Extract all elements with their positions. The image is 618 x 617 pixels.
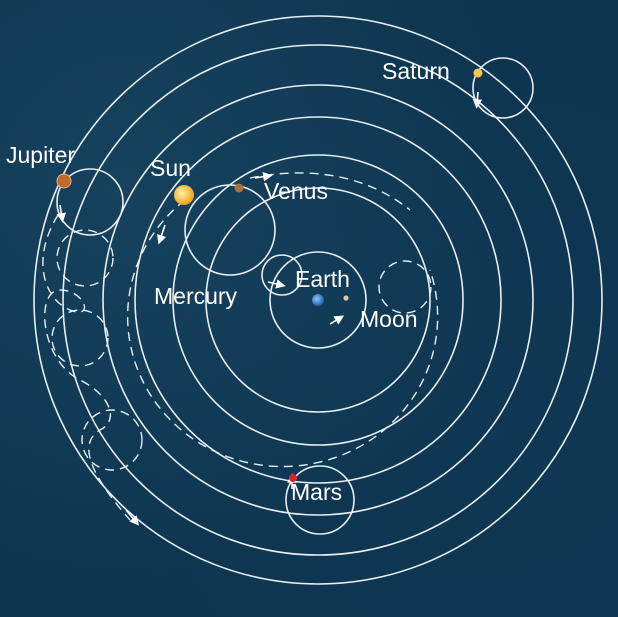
venus-arrow [254,171,273,182]
saturn-planet [473,68,483,78]
jupiter-trace-arrow [125,509,140,526]
jupiter-arrow [56,204,67,223]
saturn-label: Saturn [382,58,450,84]
sun-deferent [134,116,502,484]
mars-epicycle [285,465,355,535]
dashed-loop-paths [42,172,439,521]
earth-label: Earth [295,266,350,292]
sun-loop-arrow [156,224,167,245]
venus-label: Venus [264,178,328,204]
mars-deferent [102,84,534,516]
epicycles [56,57,534,535]
saturn-epicycle [472,57,534,119]
jupiter-retrograde-trace [42,214,131,521]
moon-dashed-epicycle [378,260,432,314]
venus-deferent [172,154,464,446]
saturn-deferent [33,15,603,585]
sun-body [174,185,194,205]
earth-body [312,294,324,306]
venus-epicycle [184,184,276,276]
body-labels: Saturn Jupiter Sun Venus Earth Mercury M… [6,58,450,505]
celestial-bodies [56,68,483,482]
jupiter-epicycle [56,168,124,236]
venus-planet [234,183,244,193]
deferent-orbits [33,15,603,585]
mercury-label: Mercury [154,283,238,309]
mars-label: Mars [291,479,342,505]
mercury-deferent [205,187,431,413]
moon-body [343,295,349,301]
sun-label: Sun [150,155,191,181]
mercury-arrow [267,279,286,289]
moon-deferent [269,251,367,349]
jupiter-dashed-epicycle-2 [51,309,109,367]
mercury-epicycle [261,254,303,296]
jupiter-label: Jupiter [6,142,75,168]
mars-planet [289,474,297,482]
moon-label: Moon [360,306,418,332]
jupiter-planet [56,173,72,189]
saturn-arrow [472,91,483,109]
jupiter-deferent [62,44,574,556]
jupiter-dashed-epicycle-1 [56,229,114,287]
jupiter-dashed-epicycle-3 [81,409,143,471]
venus-loop-trace [126,199,439,468]
earth-arrow [329,315,345,325]
